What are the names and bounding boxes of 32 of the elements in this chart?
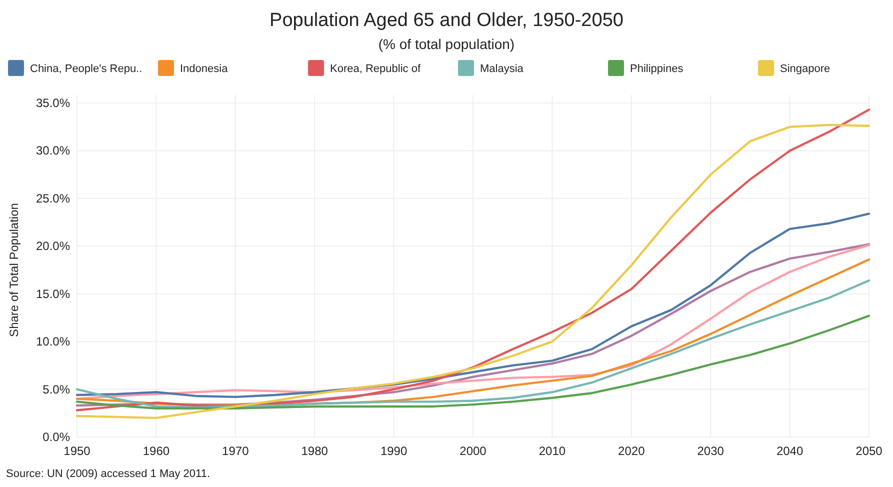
legend-label: Korea, Republic of [330, 63, 422, 75]
source-note: Source: UN (2009) accessed 1 May 2011. [6, 468, 210, 480]
chart-subtitle: (% of total population) [378, 36, 515, 52]
legend-label: China, People's Repu.. [30, 63, 142, 75]
x-tick-label: 1980 [301, 444, 328, 458]
y-tick-label: 5.0% [42, 382, 70, 396]
legend-label: Singapore [780, 63, 830, 75]
line-series [76, 314, 870, 410]
x-tick-label: 1950 [64, 444, 91, 458]
x-tick-label: 2050 [856, 444, 883, 458]
x-tick-label: 2040 [776, 444, 804, 458]
legend-label: Malaysia [480, 63, 524, 75]
x-tick-label: 2030 [697, 444, 724, 458]
chart-title: Population Aged 65 and Older, 1950-2050 [270, 10, 624, 31]
y-tick-label: 20.0% [36, 239, 70, 254]
y-tick-label: 15.0% [36, 286, 70, 301]
x-tick-label: 2020 [618, 444, 646, 458]
legend-label: Philippines [630, 63, 684, 75]
line-series [76, 212, 870, 398]
y-axis-title: Share of Total Population [7, 203, 21, 337]
y-tick-label: 10.0% [36, 334, 70, 349]
y-tick-label: 25.0% [36, 191, 70, 206]
x-tick-label: 2000 [460, 444, 487, 458]
y-tick-label: 30.0% [36, 144, 70, 158]
y-tick-label: 0.0% [42, 430, 70, 444]
x-tick-label: 1960 [142, 444, 170, 458]
x-tick-label: 1970 [222, 444, 250, 458]
y-tick-label: 35.0% [36, 96, 70, 110]
line-series [76, 279, 870, 409]
legend-label: Indonesia [180, 63, 229, 75]
x-tick-label: 2010 [538, 444, 566, 458]
x-tick-label: 1990 [380, 444, 408, 458]
